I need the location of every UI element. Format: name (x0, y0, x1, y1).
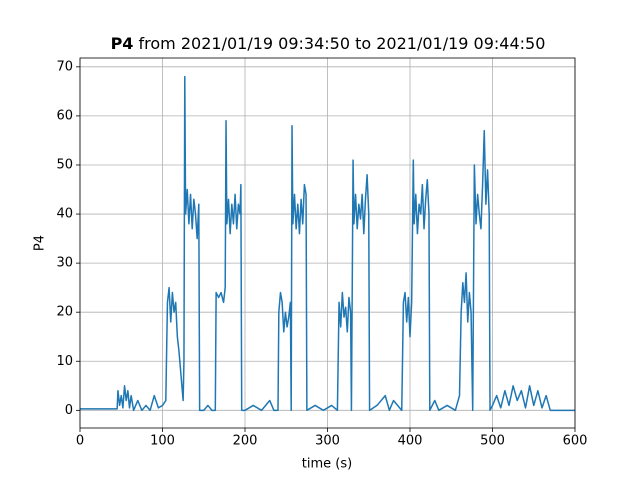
x-tick-label: 500 (480, 434, 505, 449)
chart-title: P4 from 2021/01/19 09:34:50 to 2021/01/1… (111, 34, 546, 53)
y-axis-label: P4 (33, 235, 48, 251)
title-bold: P4 (111, 34, 134, 53)
y-tick-label: 50 (56, 157, 73, 172)
x-tick-label: 300 (315, 434, 340, 449)
y-tick-label: 0 (65, 403, 73, 418)
x-tick-label: 0 (76, 434, 84, 449)
plot-frame (79, 57, 576, 429)
y-tick-label: 40 (56, 207, 73, 222)
x-tick-label: 200 (233, 434, 258, 449)
y-tick-label: 60 (56, 108, 73, 123)
x-tick-label: 600 (563, 434, 588, 449)
data-line (80, 75, 575, 412)
y-tick-label: 70 (56, 59, 73, 74)
x-tick-label: 400 (398, 434, 423, 449)
y-tick-label: 10 (56, 354, 73, 369)
y-tick-label: 20 (56, 305, 73, 320)
title-text: from 2021/01/19 09:34:50 to 2021/01/19 0… (139, 34, 546, 53)
x-axis-label: time (s) (302, 457, 352, 472)
y-tick-label: 30 (56, 256, 73, 271)
x-tick-label: 100 (150, 434, 175, 449)
